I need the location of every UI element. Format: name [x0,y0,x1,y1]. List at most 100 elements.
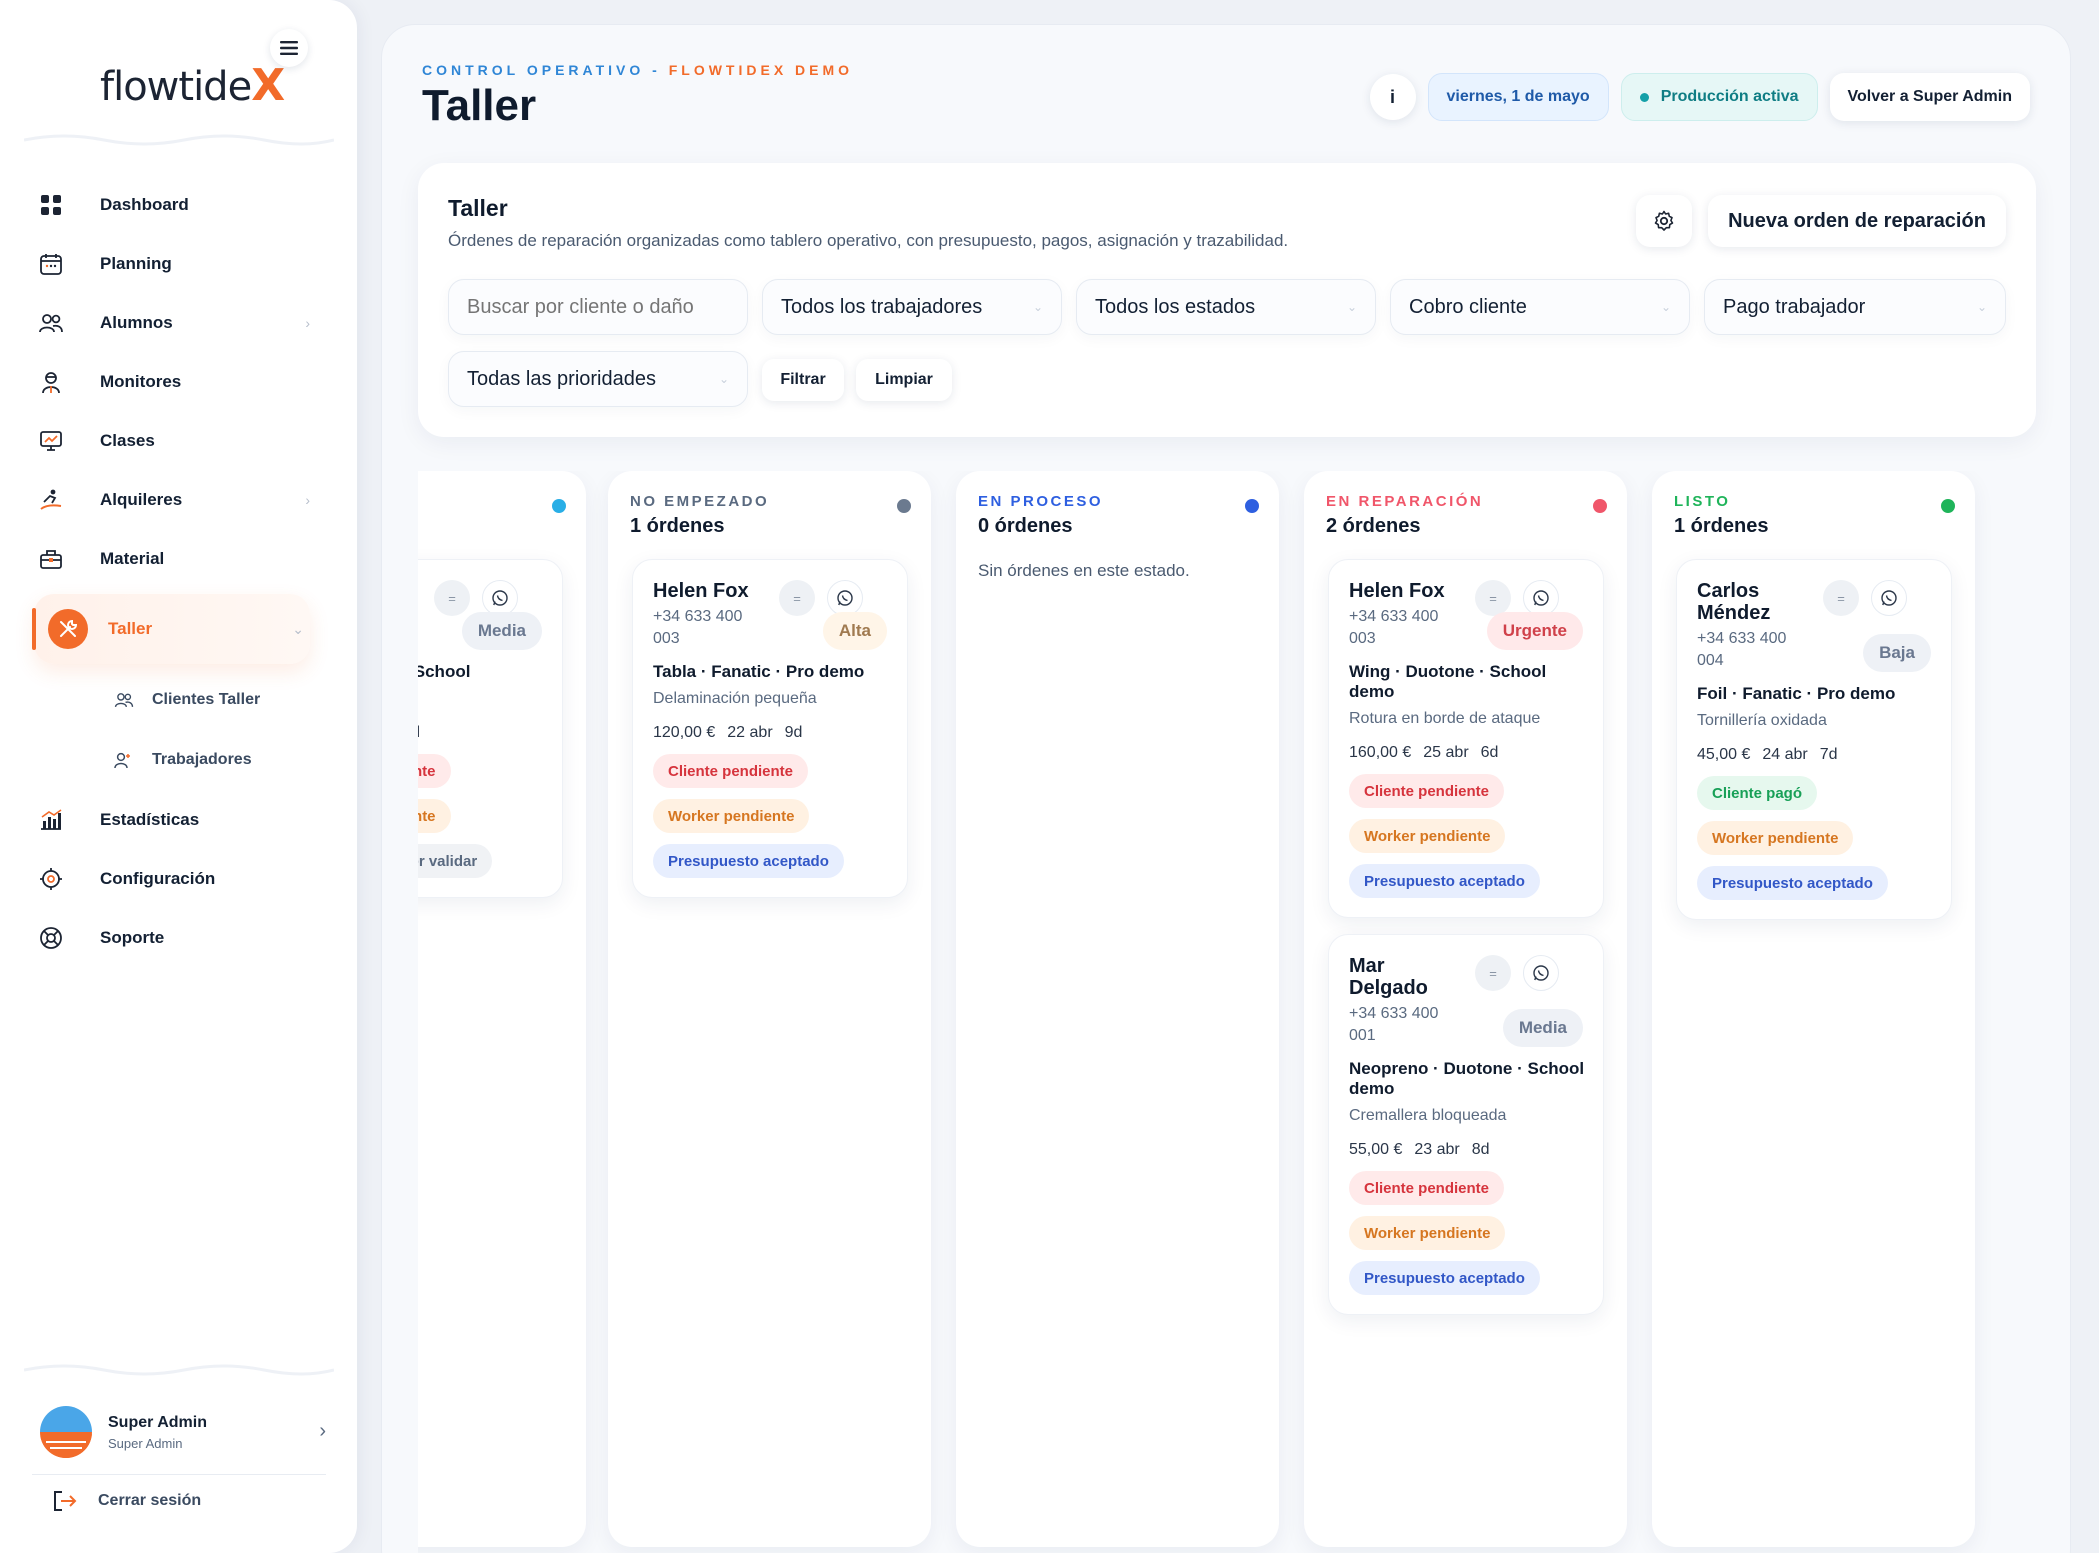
search-input[interactable] [448,279,748,335]
select-value: Pago trabajador [1723,295,1866,318]
filter-button[interactable]: Filtrar [762,359,844,401]
order-meta: 45,00 € 24 abr 7d [1697,746,1850,764]
meta-age: 8d [1471,1141,1490,1158]
priority-badge: Media [461,612,542,650]
column-status-dot [1245,499,1259,513]
sidebar-item-label: Planning [100,253,172,273]
priority-badge: Alta [822,612,887,650]
repair-order-card[interactable]: Mar Delgado +34 633 400 001 = Media Neopreno… [1328,934,1604,1315]
meta-age: 9d [784,724,803,741]
settings-button[interactable] [1636,195,1692,247]
column-count: 1 órdenes [630,515,725,537]
whatsapp-icon[interactable] [1871,580,1907,616]
user-role: Super Admin [108,1435,183,1451]
decorative-wave [24,1364,334,1376]
panel-description: Órdenes de reparación organizadas como t… [448,231,1289,250]
chevron-down-icon: ⌄ [1346,300,1357,314]
repair-order-card[interactable]: …ado…3 400=Media… Duotone · School…en ca… [418,559,563,898]
client-phone: +34 633 400 003 [1349,608,1439,647]
page-kicker: CONTROL OPERATIVO - FLOWTIDEX DEMO [422,62,854,78]
kanban-column: EN PROCESO 0 órdenes Sin órdenes en este e… [956,471,1279,1547]
repair-order-card[interactable]: Helen Fox +34 633 400 003 = Alta Tabla · Fan… [632,559,908,898]
sidebar-subitem-trabajadores[interactable]: Trabajadores [36,730,316,790]
states-select[interactable]: Todos los estados ⌄ [1076,279,1376,335]
sidebar-subitem-clientes-taller[interactable]: Clientes Taller [36,670,316,730]
meta-date: 25 abr [1423,744,1469,761]
priority-select[interactable]: Todas las prioridades ⌄ [448,351,748,407]
status-tag: Worker pendiente [1349,1216,1506,1250]
date-pill[interactable]: viernes, 1 de mayo [1427,73,1609,121]
new-repair-order-button[interactable]: Nueva orden de reparación [1708,195,2006,247]
order-meta: …€27 abr4d [418,724,432,742]
sidebar-item-dashboard[interactable]: Dashboard [36,175,316,234]
info-button[interactable]: i [1369,74,1416,120]
sidebar-item-planning[interactable]: Planning [36,234,316,293]
whatsapp-icon[interactable] [1523,580,1559,616]
sidebar-item-alquileres[interactable]: Alquileres › [36,470,316,529]
sidebar-item-taller[interactable]: Taller ⌄ [32,594,310,664]
chevron-down-icon: ⌄ [292,620,304,637]
sidebar-item-monitores[interactable]: Monitores [36,352,316,411]
client-name: Helen Fox [1349,580,1445,602]
calendar-icon [36,249,66,279]
status-dot [1639,92,1649,102]
column-count: 0 órdenes [978,515,1073,537]
sidebar-item-label: Configuración [100,868,216,888]
client-payment-select[interactable]: Cobro cliente ⌄ [1390,279,1690,335]
drag-handle-icon[interactable]: = [1475,580,1511,616]
meta-date: 24 abr [1762,746,1808,763]
column-label: EN REPARACIÓN [1326,493,1484,510]
status-tag: …nte pendiente [418,754,451,788]
sidebar-item-alumnos[interactable]: Alumnos › [36,293,316,352]
damage-description: Delaminación pequeña [653,690,817,707]
flowtidex-logo[interactable]: flowtideX [100,60,285,111]
whatsapp-icon[interactable] [482,580,518,616]
clear-button[interactable]: Limpiar [856,359,952,401]
kanban-board: …CIÓN…es…ado…3 400=Media… Duotone · Scho… [418,471,2036,1553]
hamburger-menu-button[interactable] [270,29,308,67]
status-tag: Presupuesto aceptado [1697,866,1888,900]
chevron-down-icon: ⌄ [718,372,729,386]
user-name: Super Admin [108,1413,207,1431]
lifebuoy-icon [36,923,66,953]
client-name: Helen Fox [653,580,749,602]
meta-age: 7d [1819,746,1838,763]
logout-button[interactable]: Cerrar sesión [52,1490,201,1512]
drag-handle-icon[interactable]: = [1475,955,1511,991]
sidebar-item-label: Clases [100,430,155,450]
back-to-super-admin-button[interactable]: Volver a Super Admin [1829,73,2030,121]
worker-payment-select[interactable]: Pago trabajador ⌄ [1704,279,2006,335]
production-status-pill[interactable]: Producción activa [1620,73,1818,121]
chevron-down-icon: ⌄ [1976,300,1987,314]
repair-order-card[interactable]: Helen Fox +34 633 400 003 = Urgente Wing · D… [1328,559,1604,918]
panel-title: Taller [448,195,508,221]
damage-description: Tornillería oxidada [1697,712,1827,729]
status-tag: Cliente pendiente [653,754,809,788]
sidebar-item-soporte[interactable]: Soporte [36,908,316,967]
drag-handle-icon[interactable]: = [779,580,815,616]
main-content: CONTROL OPERATIVO - FLOWTIDEX DEMO Talle… [381,24,2071,1553]
meta-price: 45,00 € [1697,746,1751,763]
workers-select[interactable]: Todos los trabajadores ⌄ [762,279,1062,335]
sidebar: flowtideX Dashboard Planning Alumnos › Monit… [0,0,357,1553]
whatsapp-icon[interactable] [1523,955,1559,991]
sidebar-item-label: Taller [108,619,153,638]
order-meta: 160,00 € 25 abr 6d [1349,744,1510,762]
chevron-right-icon: › [305,491,310,508]
sidebar-subitem-label: Trabajadores [152,751,252,768]
whatsapp-icon[interactable] [827,580,863,616]
repair-order-card[interactable]: Carlos Méndez +34 633 400 004 = Baja Foil · … [1676,559,1952,920]
sidebar-item-estadisticas[interactable]: Estadísticas [36,790,316,849]
order-meta: 120,00 € 22 abr 9d [653,724,814,742]
column-status-dot [552,499,566,513]
sidebar-item-clases[interactable]: Clases [36,411,316,470]
client-phone: +34 633 400 004 [1697,630,1787,669]
user-profile[interactable]: Super Admin Super Admin › [40,1402,330,1462]
priority-badge: Urgente [1486,612,1583,650]
drag-handle-icon[interactable]: = [1823,580,1859,616]
sidebar-item-material[interactable]: Material [36,529,316,588]
gear-icon [1654,210,1674,231]
sidebar-item-configuracion[interactable]: Configuración [36,849,316,908]
meta-age: 4d [418,724,420,741]
drag-handle-icon[interactable]: = [434,580,470,616]
